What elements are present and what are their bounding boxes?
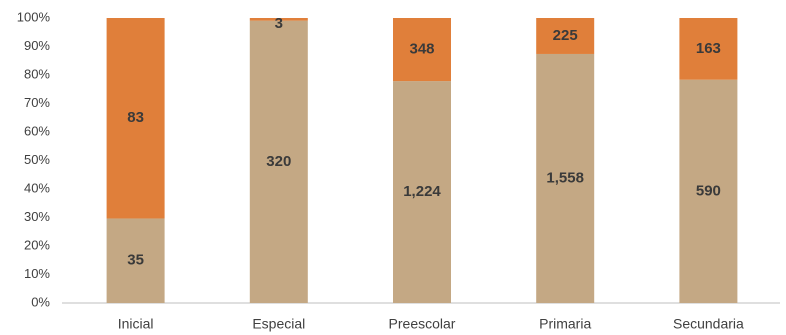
y-tick-label: 0%	[31, 294, 50, 309]
y-tick-label: 50%	[24, 152, 50, 167]
y-tick-label: 90%	[24, 38, 50, 53]
bar-segment	[679, 18, 738, 80]
y-tick-label: 40%	[24, 180, 50, 195]
x-tick-label: Inicial	[118, 316, 154, 332]
bar-segment	[393, 18, 451, 82]
bar-segment	[249, 20, 308, 303]
data-label: 1,558	[546, 169, 584, 186]
bar-segment	[393, 81, 451, 303]
data-label: 83	[127, 109, 144, 126]
y-tick-label: 80%	[24, 66, 50, 81]
data-label: 590	[696, 182, 721, 199]
y-tick-label: 20%	[24, 237, 50, 252]
bar-segment	[536, 18, 595, 54]
y-tick-label: 30%	[24, 209, 50, 224]
y-tick-label: 10%	[24, 266, 50, 281]
bar-segment	[536, 53, 595, 304]
y-tick-label: 60%	[24, 123, 50, 138]
x-tick-label: Preescolar	[389, 316, 456, 332]
data-label: 3	[275, 15, 283, 32]
data-label: 320	[266, 153, 291, 170]
data-label: 1,224	[403, 183, 441, 200]
bar-segment	[106, 18, 165, 219]
bar-segment	[679, 79, 738, 303]
y-tick-label: 100%	[17, 9, 51, 24]
data-label: 348	[409, 41, 434, 58]
x-tick-label: Secundaria	[673, 316, 744, 332]
data-label: 35	[127, 252, 144, 269]
x-tick-label: Primaria	[539, 316, 591, 332]
bar-segment	[249, 18, 308, 21]
bar-segment	[106, 218, 165, 303]
x-tick-label: Especial	[252, 316, 305, 332]
y-tick-label: 70%	[24, 95, 50, 110]
data-label: 163	[696, 40, 721, 57]
data-label: 225	[553, 27, 578, 44]
